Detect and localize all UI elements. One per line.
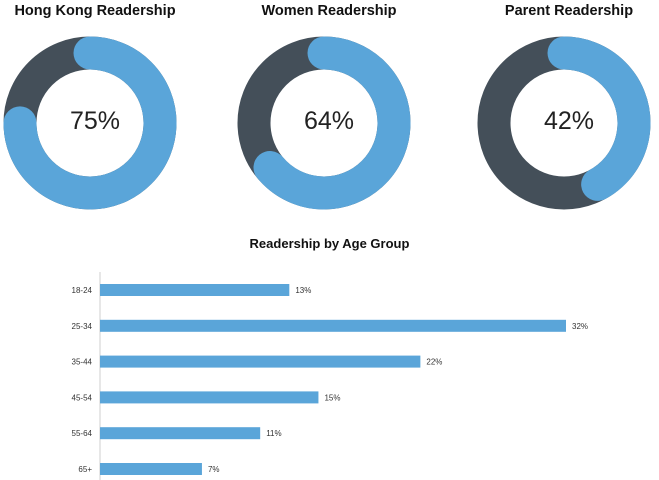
donut-title: Hong Kong Readership [14,3,176,19]
bar-chart-title: Readership by Age Group [249,236,410,251]
donut-chart [237,36,411,210]
donut-value-arc [477,36,651,210]
category-tick-label: 45-54 [72,393,93,402]
donut-percentage-label: 64% [303,107,355,135]
parent-readership-donut: Parent Readership 42% [474,0,659,215]
category-tick-label: 18-24 [72,286,93,295]
bar-value-label: 22% [426,358,442,367]
bar-25-34 [100,319,566,332]
donut-percentage-label: 42% [543,107,595,135]
bar-35-44 [100,355,421,368]
category-tick-label: 65+ [78,465,92,474]
donut-title: Parent Readership [504,3,634,19]
bar-45-54 [100,391,319,404]
donut-title: Women Readership [261,3,397,19]
category-tick-label: 25-34 [72,322,93,331]
donut-chart [477,36,651,210]
bar-65+ [100,463,202,475]
bar-value-label: 7% [208,465,220,474]
donut-value-arc [3,36,177,210]
donut-percentage-label: 75% [69,107,121,135]
women-readership-donut: Women Readership 64% [234,0,424,215]
bar-18-24 [100,284,290,296]
bar-value-label: 15% [324,393,340,402]
bar-55-64 [100,427,261,440]
donut-chart [3,36,177,210]
category-tick-label: 55-64 [72,429,93,438]
bar-value-label: 32% [572,322,588,331]
bar-value-label: 13% [295,286,311,295]
donut-value-arc [237,36,411,210]
category-tick-label: 35-44 [72,358,93,367]
hong-kong-readership-donut: Hong Kong Readership 75% [0,0,190,215]
bar-value-label: 11% [266,429,281,438]
